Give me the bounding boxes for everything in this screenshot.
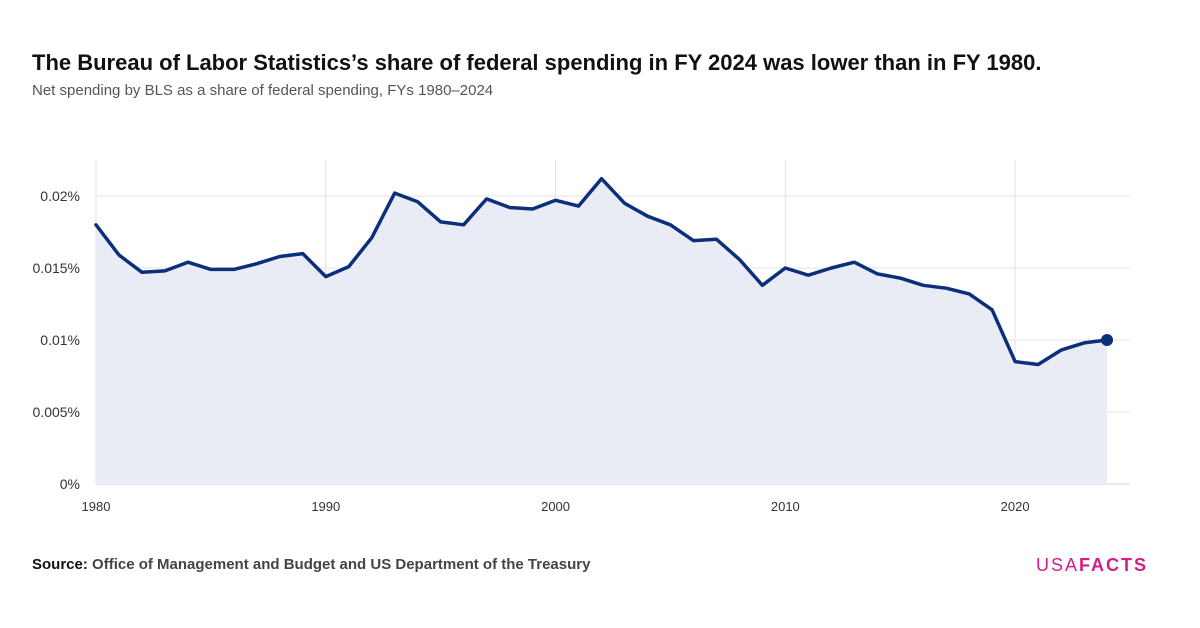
x-axis: 1980 1990 2000 2010 2020 [82,499,1030,514]
logo-part-facts: FACTS [1078,555,1148,575]
y-tick-label: 0.01% [40,332,80,348]
y-tick-label: 0.02% [40,188,80,204]
x-tick-label: 2020 [1001,499,1030,514]
source-text: Office of Management and Budget and US D… [92,556,591,573]
logo-part-usa: USA [1035,555,1079,575]
x-tick-label: 1990 [311,499,340,514]
y-tick-label: 0.005% [33,404,80,420]
x-tick-label: 1980 [82,499,111,514]
usafacts-logo: USAFACTS [1036,555,1148,576]
y-axis: 0% 0.005% 0.01% 0.015% 0.02% [33,188,80,492]
last-data-point-marker [1101,334,1114,346]
source-note: Source: Office of Management and Budget … [32,556,590,573]
area-fill-group [96,178,1108,484]
source-label: Source: [32,556,88,573]
series-line-group [94,176,1114,367]
area-fill [96,178,1108,484]
chart-title: The Bureau of Labor Statistics’s share o… [32,50,1042,75]
y-tick-label: 0.015% [33,260,80,276]
x-tick-label: 2010 [771,499,800,514]
x-tick-label: 2000 [541,499,570,514]
series-line [94,176,1109,367]
y-tick-label: 0% [60,476,80,492]
chart-subtitle: Net spending by BLS as a share of federa… [32,82,494,99]
